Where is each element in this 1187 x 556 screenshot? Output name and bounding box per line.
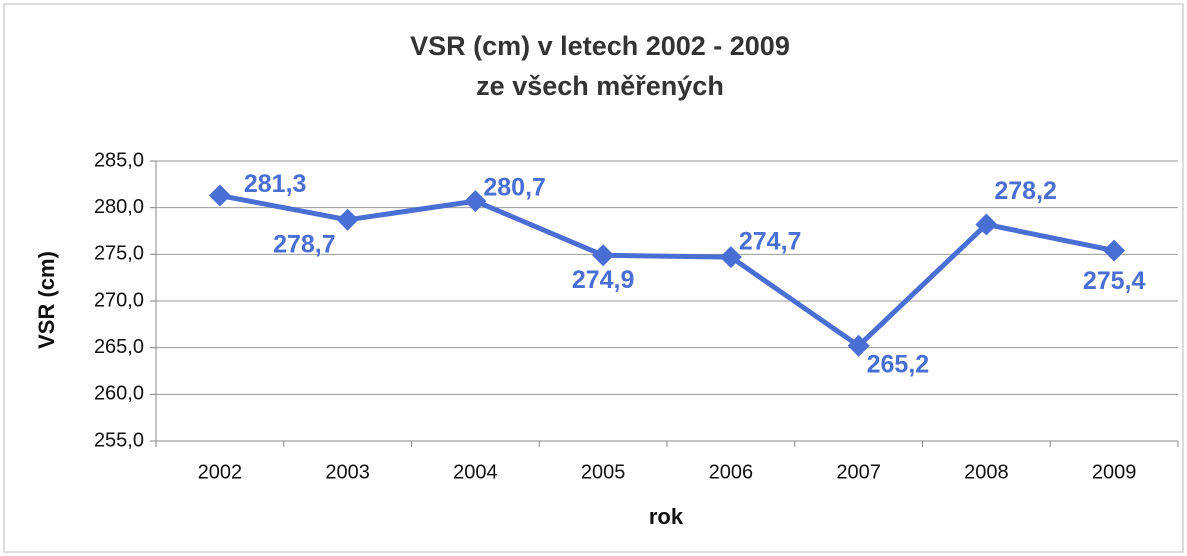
x-tick-label: 2008 [964, 461, 1009, 483]
data-label: 274,9 [572, 266, 635, 294]
data-label: 280,7 [483, 174, 546, 202]
data-label: 278,2 [994, 177, 1057, 205]
data-point [975, 213, 998, 236]
data-point [847, 334, 870, 357]
data-point [719, 246, 742, 269]
data-label: 275,4 [1083, 267, 1146, 295]
x-tick-label: 2003 [325, 461, 370, 483]
x-tick-label: 2005 [581, 461, 626, 483]
data-point [208, 184, 231, 207]
y-tick-label: 285,0 [94, 149, 144, 171]
y-tick-label: 280,0 [94, 196, 144, 218]
y-tick-label: 265,0 [94, 336, 144, 358]
x-tick-label: 2002 [198, 461, 243, 483]
chart-frame [3, 3, 1184, 553]
y-tick-label: 255,0 [94, 429, 144, 451]
data-point [464, 190, 487, 213]
data-label: 278,7 [273, 230, 336, 258]
x-tick-label: 2007 [836, 461, 881, 483]
chart-title: VSR (cm) v letech 2002 - 2009 [410, 31, 790, 61]
data-label: 281,3 [244, 170, 307, 198]
chart-subtitle: ze všech měřených [476, 71, 724, 101]
x-tick-label: 2004 [453, 461, 498, 483]
y-axis-label: VSR (cm) [34, 251, 59, 349]
x-tick-label: 2009 [1092, 461, 1137, 483]
y-tick-label: 270,0 [94, 289, 144, 311]
x-tick-label: 2006 [709, 461, 754, 483]
data-label: 265,2 [867, 350, 930, 378]
series-line [219, 193, 1115, 349]
data-point [592, 244, 615, 267]
data-point [1103, 239, 1126, 262]
data-label: 274,7 [739, 228, 802, 256]
y-tick-label: 275,0 [94, 243, 144, 265]
x-axis-label: rok [649, 504, 684, 529]
y-tick-label: 260,0 [94, 383, 144, 405]
data-point [336, 208, 359, 231]
